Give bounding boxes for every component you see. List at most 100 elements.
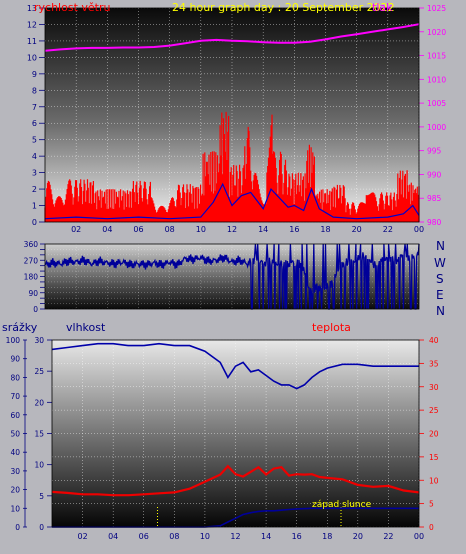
top-right-tick: 1010 xyxy=(427,75,446,84)
rain-tick: 0 xyxy=(39,523,44,532)
top-left-tick: 13 xyxy=(27,4,37,13)
humidity-tick: 40 xyxy=(10,448,20,457)
bottom-x-tick: 10 xyxy=(200,532,210,541)
humidity-tick: 20 xyxy=(10,486,20,495)
temperature-tick: 5 xyxy=(429,500,434,509)
humidity-tick: 60 xyxy=(10,411,20,420)
humidity-tick: 90 xyxy=(10,355,20,364)
humidity-line xyxy=(51,342,419,390)
direction-y-tick: 360 xyxy=(24,240,39,249)
bottom-x-tick: 08 xyxy=(169,532,179,541)
direction-y-tick: 270 xyxy=(24,256,39,265)
top-left-tick: 2 xyxy=(32,185,37,194)
top-left-tick: 8 xyxy=(32,86,37,95)
direction-y-tick: 180 xyxy=(24,273,39,282)
top-right-tick: 1020 xyxy=(427,28,446,37)
top-right-tick: 1005 xyxy=(427,99,446,108)
pressure-label: tlak xyxy=(372,1,393,14)
rain-tick: 20 xyxy=(34,398,44,407)
bottom-x-tick: 02 xyxy=(77,532,87,541)
temperature-tick: 30 xyxy=(429,383,439,392)
humidity-label: vlhkost xyxy=(66,321,106,334)
top-left-tick: 3 xyxy=(32,169,37,178)
top-left-tick: 9 xyxy=(32,70,37,79)
top-right-tick: 1000 xyxy=(427,123,446,132)
top-left-tick: 11 xyxy=(27,37,37,46)
humidity-tick: 30 xyxy=(10,467,20,476)
direction-y-tick: 0 xyxy=(33,305,38,314)
temperature-tick: 35 xyxy=(429,359,439,368)
temperature-line xyxy=(51,464,420,497)
compass-n-top: N xyxy=(436,239,445,253)
top-x-tick: 12 xyxy=(227,225,237,234)
top-x-tick: 14 xyxy=(258,225,268,234)
humidity-tick: 0 xyxy=(15,523,20,532)
rain-tick: 15 xyxy=(34,430,44,439)
temperature-tick: 25 xyxy=(429,406,439,415)
top-right-tick: 1025 xyxy=(427,4,446,13)
rain-label: srážky xyxy=(2,321,38,334)
bottom-x-tick: 16 xyxy=(292,532,302,541)
top-right-tick: 1015 xyxy=(427,52,446,61)
top-frame xyxy=(44,7,420,223)
top-right-tick: 980 xyxy=(427,218,442,227)
top-x-tick: 06 xyxy=(133,225,143,234)
top-x-tick: 00 xyxy=(414,225,424,234)
bottom-x-tick: 12 xyxy=(230,532,240,541)
humidity-tick: 100 xyxy=(6,336,21,345)
compass-w: W xyxy=(434,256,446,270)
compass-s: S xyxy=(436,272,444,286)
wind-average-line xyxy=(44,182,420,220)
humidity-tick: 80 xyxy=(10,373,20,382)
humidity-tick: 70 xyxy=(10,392,20,401)
temperature-tick: 10 xyxy=(429,476,439,485)
wind-speed-label: rychlost větru xyxy=(34,1,111,14)
direction-frame xyxy=(44,243,420,310)
top-x-tick: 18 xyxy=(320,225,330,234)
humidity-tick: 10 xyxy=(10,504,20,513)
top-left-tick: 12 xyxy=(27,20,37,29)
bottom-x-tick: 20 xyxy=(353,532,363,541)
sunset-annotation: západ slunce xyxy=(312,500,372,510)
rain-tick: 30 xyxy=(34,336,44,345)
humidity-tick: 50 xyxy=(10,430,20,439)
rain-tick: 5 xyxy=(39,492,44,501)
pressure-line xyxy=(44,23,420,52)
top-plot-area xyxy=(45,8,419,222)
top-right-tick: 985 xyxy=(427,194,442,203)
rain-line xyxy=(52,507,419,528)
temperature-tick: 20 xyxy=(429,430,439,439)
chart-title: 24 hour graph day : 20 September 2022 xyxy=(172,1,395,14)
bottom-x-tick: 04 xyxy=(108,532,118,541)
top-x-tick: 20 xyxy=(352,225,362,234)
top-x-tick: 02 xyxy=(71,225,81,234)
top-left-tick: 7 xyxy=(32,103,37,112)
bottom-x-tick: 14 xyxy=(261,532,271,541)
bottom-frame xyxy=(51,339,420,528)
top-right-tick: 995 xyxy=(427,147,442,156)
top-x-tick: 16 xyxy=(289,225,299,234)
top-left-tick: 5 xyxy=(32,136,37,145)
compass-e: E xyxy=(436,288,444,302)
temperature-label: teplota xyxy=(312,321,351,334)
bottom-x-tick: 00 xyxy=(414,532,424,541)
bottom-x-tick: 22 xyxy=(383,532,393,541)
top-x-tick: 22 xyxy=(383,225,393,234)
temperature-tick: 0 xyxy=(429,523,434,532)
top-left-tick: 1 xyxy=(32,202,37,211)
top-x-tick: 08 xyxy=(165,225,175,234)
top-left-tick: 10 xyxy=(27,53,37,62)
direction-y-tick: 90 xyxy=(28,289,38,298)
bottom-x-tick: 18 xyxy=(322,532,332,541)
top-x-tick: 04 xyxy=(102,225,112,234)
top-left-tick: 4 xyxy=(32,152,37,161)
temperature-tick: 40 xyxy=(429,336,439,345)
compass-n-bottom: N xyxy=(436,304,445,318)
rain-tick: 10 xyxy=(34,461,44,470)
rain-tick: 25 xyxy=(34,367,44,376)
bottom-x-tick: 06 xyxy=(139,532,149,541)
temperature-tick: 15 xyxy=(429,453,439,462)
top-x-tick: 10 xyxy=(196,225,206,234)
top-right-tick: 990 xyxy=(427,170,442,179)
